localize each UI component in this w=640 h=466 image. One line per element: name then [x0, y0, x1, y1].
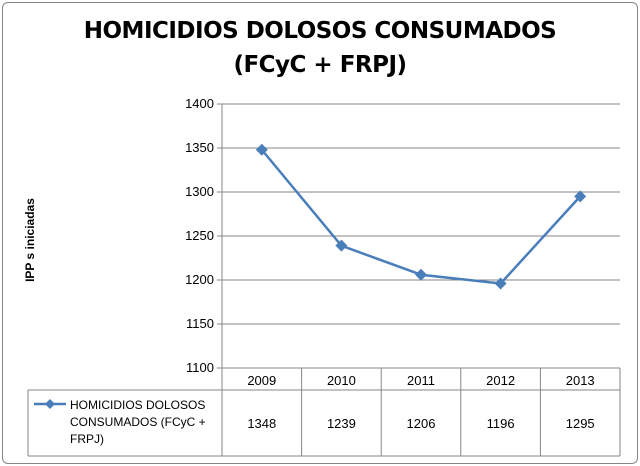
table-value: 1348 — [247, 416, 276, 431]
x-tick-label: 2011 — [407, 373, 435, 388]
y-tick-label: 1400 — [185, 96, 214, 111]
legend-marker — [45, 399, 55, 409]
y-tick-label: 1150 — [186, 316, 214, 331]
legend-label: HOMICIDIOS DOLOSOS CONSUMADOS (FCyC + FRPJ… — [70, 398, 206, 446]
x-tick-label: 2012 — [486, 373, 515, 388]
y-tick-label: 1300 — [185, 184, 214, 199]
gridlines — [217, 103, 620, 369]
series-layer — [255, 143, 587, 290]
y-tick-label: 1350 — [185, 140, 214, 155]
data-table: 2009 1348 2010 1239 2011 1206 2012 1196 2013 1295… — [27, 368, 621, 457]
x-tick-label: 2009 — [247, 373, 276, 388]
y-tick-label: 1100 — [186, 360, 214, 375]
table-value: 1295 — [566, 416, 595, 431]
data-point — [494, 277, 507, 290]
chart-title-line-1: HOMICIDIOS DOLOSOS CONSUMADOS — [83, 18, 557, 44]
data-point — [335, 239, 348, 252]
chart-title: HOMICIDIOS DOLOSOS CONSUMADOS (FCyC + FR… — [0, 14, 640, 82]
chart-title-line-2: (FCyC + FRPJ) — [233, 52, 407, 78]
x-tick-label: 2013 — [566, 373, 595, 388]
table-value: 1206 — [407, 416, 436, 431]
table-value: 1196 — [487, 416, 515, 431]
series-line — [260, 148, 582, 285]
legend-label-line: FRPJ) — [70, 432, 104, 446]
y-tick-labels: 1100 1150 1200 1250 1300 1350 1400 — [185, 96, 214, 375]
data-point — [255, 143, 268, 156]
y-tick-label: 1200 — [185, 272, 214, 287]
data-point — [574, 190, 587, 203]
data-point — [415, 268, 427, 281]
x-tick-label: 2010 — [327, 373, 356, 388]
legend-label-line: CONSUMADOS (FCyC + — [70, 415, 206, 429]
table-value: 1239 — [327, 416, 356, 431]
legend-label-line: HOMICIDIOS DOLOSOS — [70, 398, 205, 412]
y-tick-label: 1250 — [185, 228, 214, 243]
